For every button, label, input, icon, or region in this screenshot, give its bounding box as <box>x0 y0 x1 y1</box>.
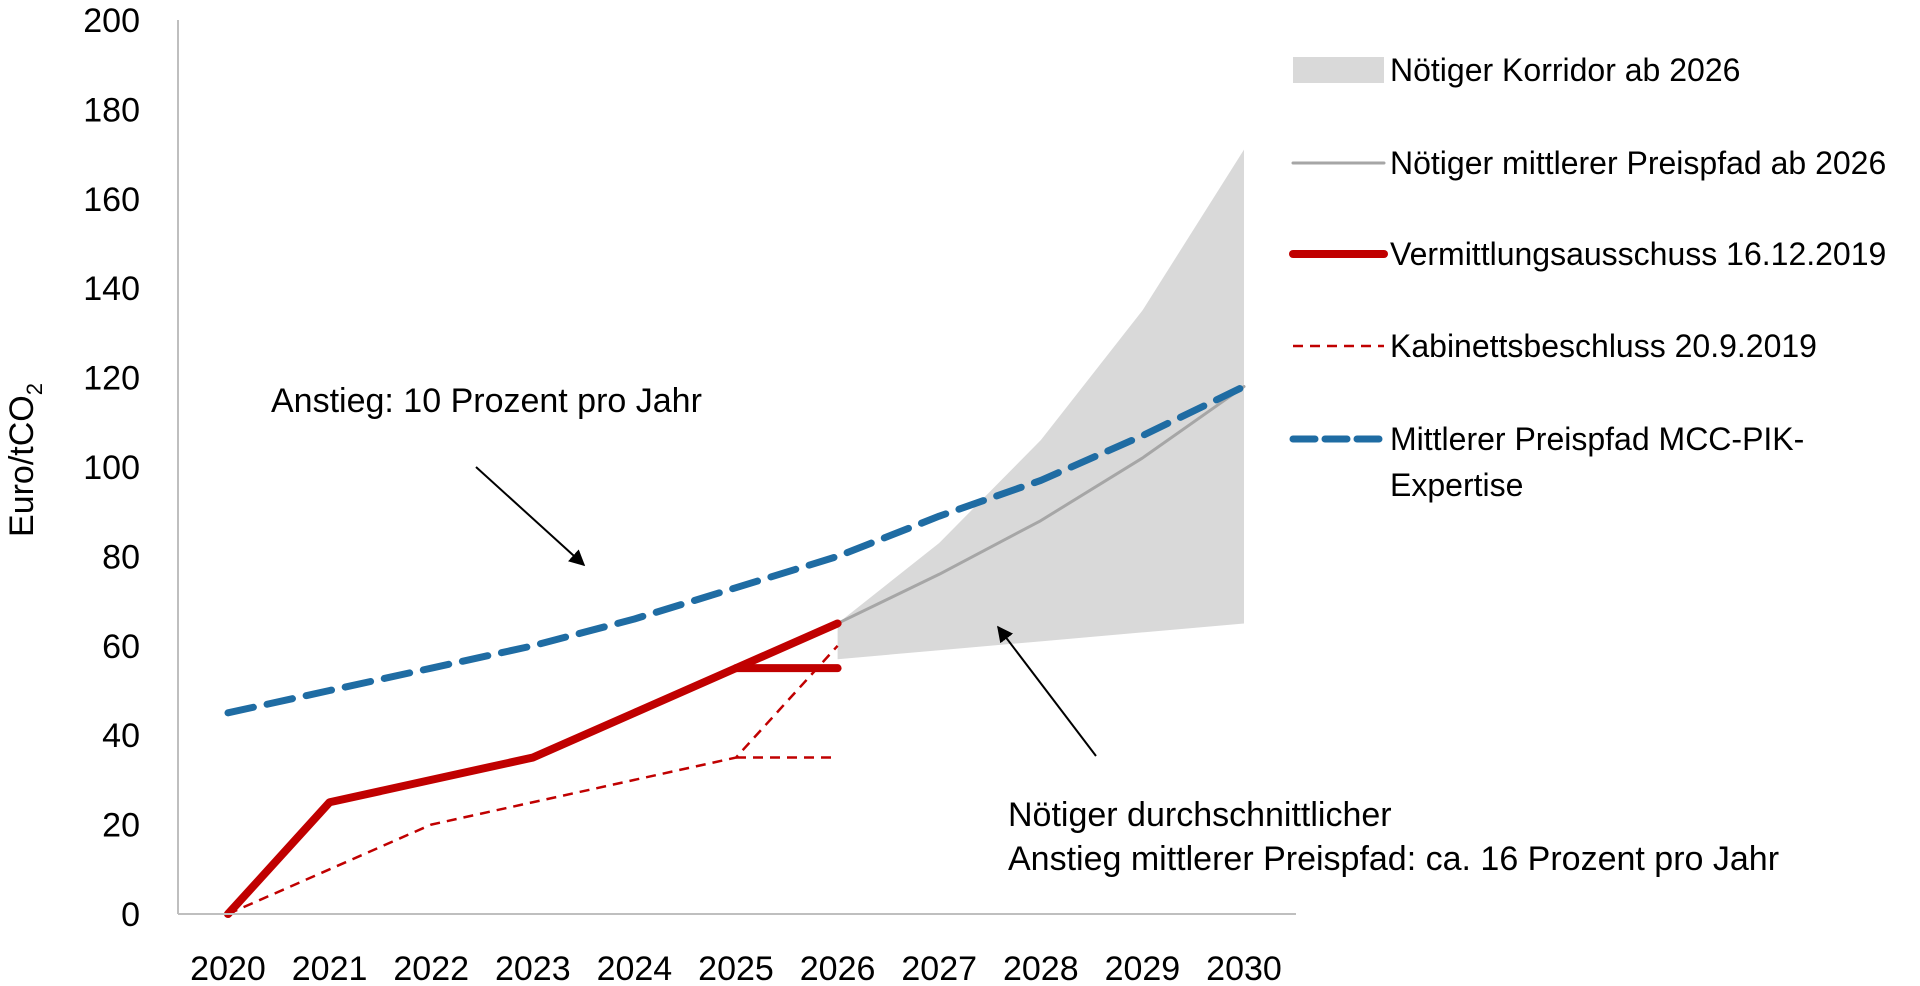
legend-swatch-corridor <box>1293 57 1384 83</box>
annotation-16-percent-arrow <box>997 625 1097 757</box>
y-tick-label: 140 <box>83 270 140 308</box>
y-tick-label: 40 <box>102 717 140 755</box>
x-tick-label: 2021 <box>292 950 368 986</box>
x-tick-label: 2030 <box>1206 950 1282 986</box>
y-axis-label: Euro/tCO2 <box>3 383 47 537</box>
legend-label-series-1: Vermittlungsausschuss 16.12.2019 <box>1390 236 1886 272</box>
annotation-16-percent: Nötiger durchschnittlicher Anstieg mittl… <box>997 625 1779 878</box>
y-axis-label-subscript: 2 <box>22 383 47 395</box>
corridor-band <box>837 149 1244 660</box>
legend-label-series-3-line1: Expertise <box>1390 467 1523 503</box>
series-3-line <box>224 383 1248 717</box>
y-tick-label: 160 <box>83 181 140 219</box>
annotation-16-percent-line1: Nötiger durchschnittlicher <box>1008 796 1392 834</box>
annotation-10-percent: Anstieg: 10 Prozent pro Jahr <box>271 382 702 567</box>
annotation-10-percent-text: Anstieg: 10 Prozent pro Jahr <box>271 382 702 420</box>
y-tick-label: 0 <box>121 896 140 934</box>
y-tick-label: 180 <box>83 91 140 129</box>
y-axis-label-main: Euro/tCO <box>3 395 41 537</box>
x-tick-label: 2020 <box>190 950 266 986</box>
series-0-line <box>836 385 1246 625</box>
legend-label-corridor: Nötiger Korridor ab 2026 <box>1390 52 1740 88</box>
annotation-10-percent-arrow <box>475 466 586 567</box>
x-tick-label: 2023 <box>495 950 571 986</box>
y-tick-label: 200 <box>83 2 140 40</box>
y-tick-label: 120 <box>83 360 140 398</box>
x-tick-label: 2025 <box>698 950 774 986</box>
x-tick-label: 2022 <box>393 950 469 986</box>
y-tick-label: 80 <box>102 538 140 576</box>
annotation-16-percent-line2: Anstieg mittlerer Preispfad: ca. 16 Proz… <box>1008 840 1779 878</box>
legend-label-series-0: Nötiger mittlerer Preispfad ab 2026 <box>1390 145 1886 181</box>
y-tick-label: 60 <box>102 628 140 666</box>
x-tick-label: 2026 <box>800 950 876 986</box>
x-tick-label: 2024 <box>597 950 673 986</box>
series-2-line <box>227 644 839 916</box>
legend-label-series-2: Kabinettsbeschluss 20.9.2019 <box>1390 328 1817 364</box>
y-tick-label: 20 <box>102 807 140 845</box>
legend: Nötiger Korridor ab 2026 Nötiger mittlere… <box>1289 52 1886 503</box>
x-tick-label: 2027 <box>901 950 977 986</box>
x-tick-label: 2028 <box>1003 950 1079 986</box>
y-tick-label: 100 <box>83 449 140 487</box>
legend-label-series-3-line0: Mittlerer Preispfad MCC-PIK- <box>1390 421 1804 457</box>
x-tick-label: 2029 <box>1105 950 1181 986</box>
